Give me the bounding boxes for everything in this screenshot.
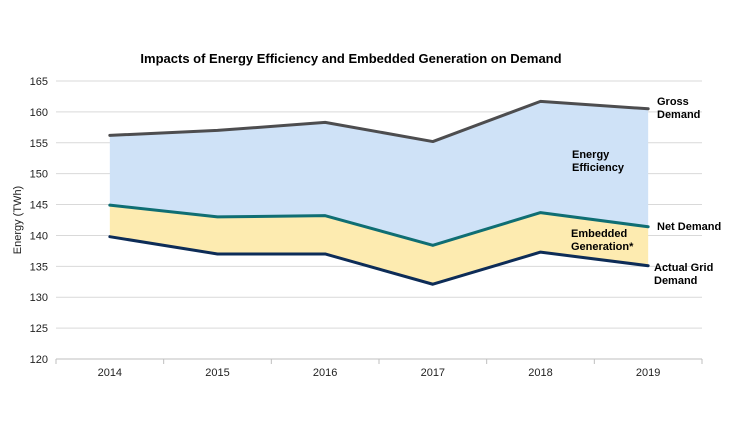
band-embedded-generation xyxy=(109,205,649,285)
area-bands xyxy=(109,101,649,285)
svg-text:Energy: Energy xyxy=(572,149,610,161)
chart-title: Impacts of Energy Efficiency and Embedde… xyxy=(140,51,561,66)
annotation-net-demand: Net Demand xyxy=(657,221,721,233)
series-line-actual-grid-demand xyxy=(108,235,650,286)
svg-text:Efficiency: Efficiency xyxy=(572,162,625,174)
y-tick-135: 135 xyxy=(30,261,48,273)
y-tick-120: 120 xyxy=(30,354,48,366)
x-tick-2017: 2017 xyxy=(421,367,445,379)
svg-text:Net Demand: Net Demand xyxy=(657,221,721,233)
y-tick-145: 145 xyxy=(30,200,48,212)
svg-text:Gross: Gross xyxy=(657,96,689,108)
annotation-embedded-generation: Embedded Generation* xyxy=(571,228,634,253)
y-tick-130: 130 xyxy=(30,292,48,304)
y-tick-labels: 120 125 130 135 140 145 150 155 160 165 xyxy=(30,76,48,366)
band-energy-efficiency xyxy=(109,101,649,246)
series-line-net-demand xyxy=(108,203,650,247)
annotation-gross-demand: Gross Demand xyxy=(657,96,700,121)
svg-text:Generation*: Generation* xyxy=(571,241,634,253)
y-tick-150: 150 xyxy=(30,169,48,181)
series-line-gross-demand xyxy=(108,99,650,144)
x-tick-labels: 2014 2015 2016 2017 2018 2019 xyxy=(55,359,703,379)
x-tick-2019: 2019 xyxy=(636,367,660,379)
y-tick-155: 155 xyxy=(30,138,48,150)
x-tick-2014: 2014 xyxy=(98,367,122,379)
svg-text:Demand: Demand xyxy=(657,109,700,121)
annotation-energy-efficiency: Energy Efficiency xyxy=(572,149,625,174)
y-tick-140: 140 xyxy=(30,230,48,242)
annotation-actual-grid-demand: Actual Grid Demand xyxy=(654,262,713,287)
x-tick-2015: 2015 xyxy=(205,367,229,379)
x-tick-2016: 2016 xyxy=(313,367,337,379)
y-tick-125: 125 xyxy=(30,323,48,335)
y-tick-165: 165 xyxy=(30,76,48,88)
svg-text:Embedded: Embedded xyxy=(571,228,627,240)
y-tick-160: 160 xyxy=(30,107,48,119)
x-tick-2018: 2018 xyxy=(528,367,552,379)
y-axis-label: Energy (TWh) xyxy=(12,186,24,254)
svg-text:Demand: Demand xyxy=(654,275,697,287)
svg-text:Actual Grid: Actual Grid xyxy=(654,262,713,274)
series-lines xyxy=(108,99,650,286)
